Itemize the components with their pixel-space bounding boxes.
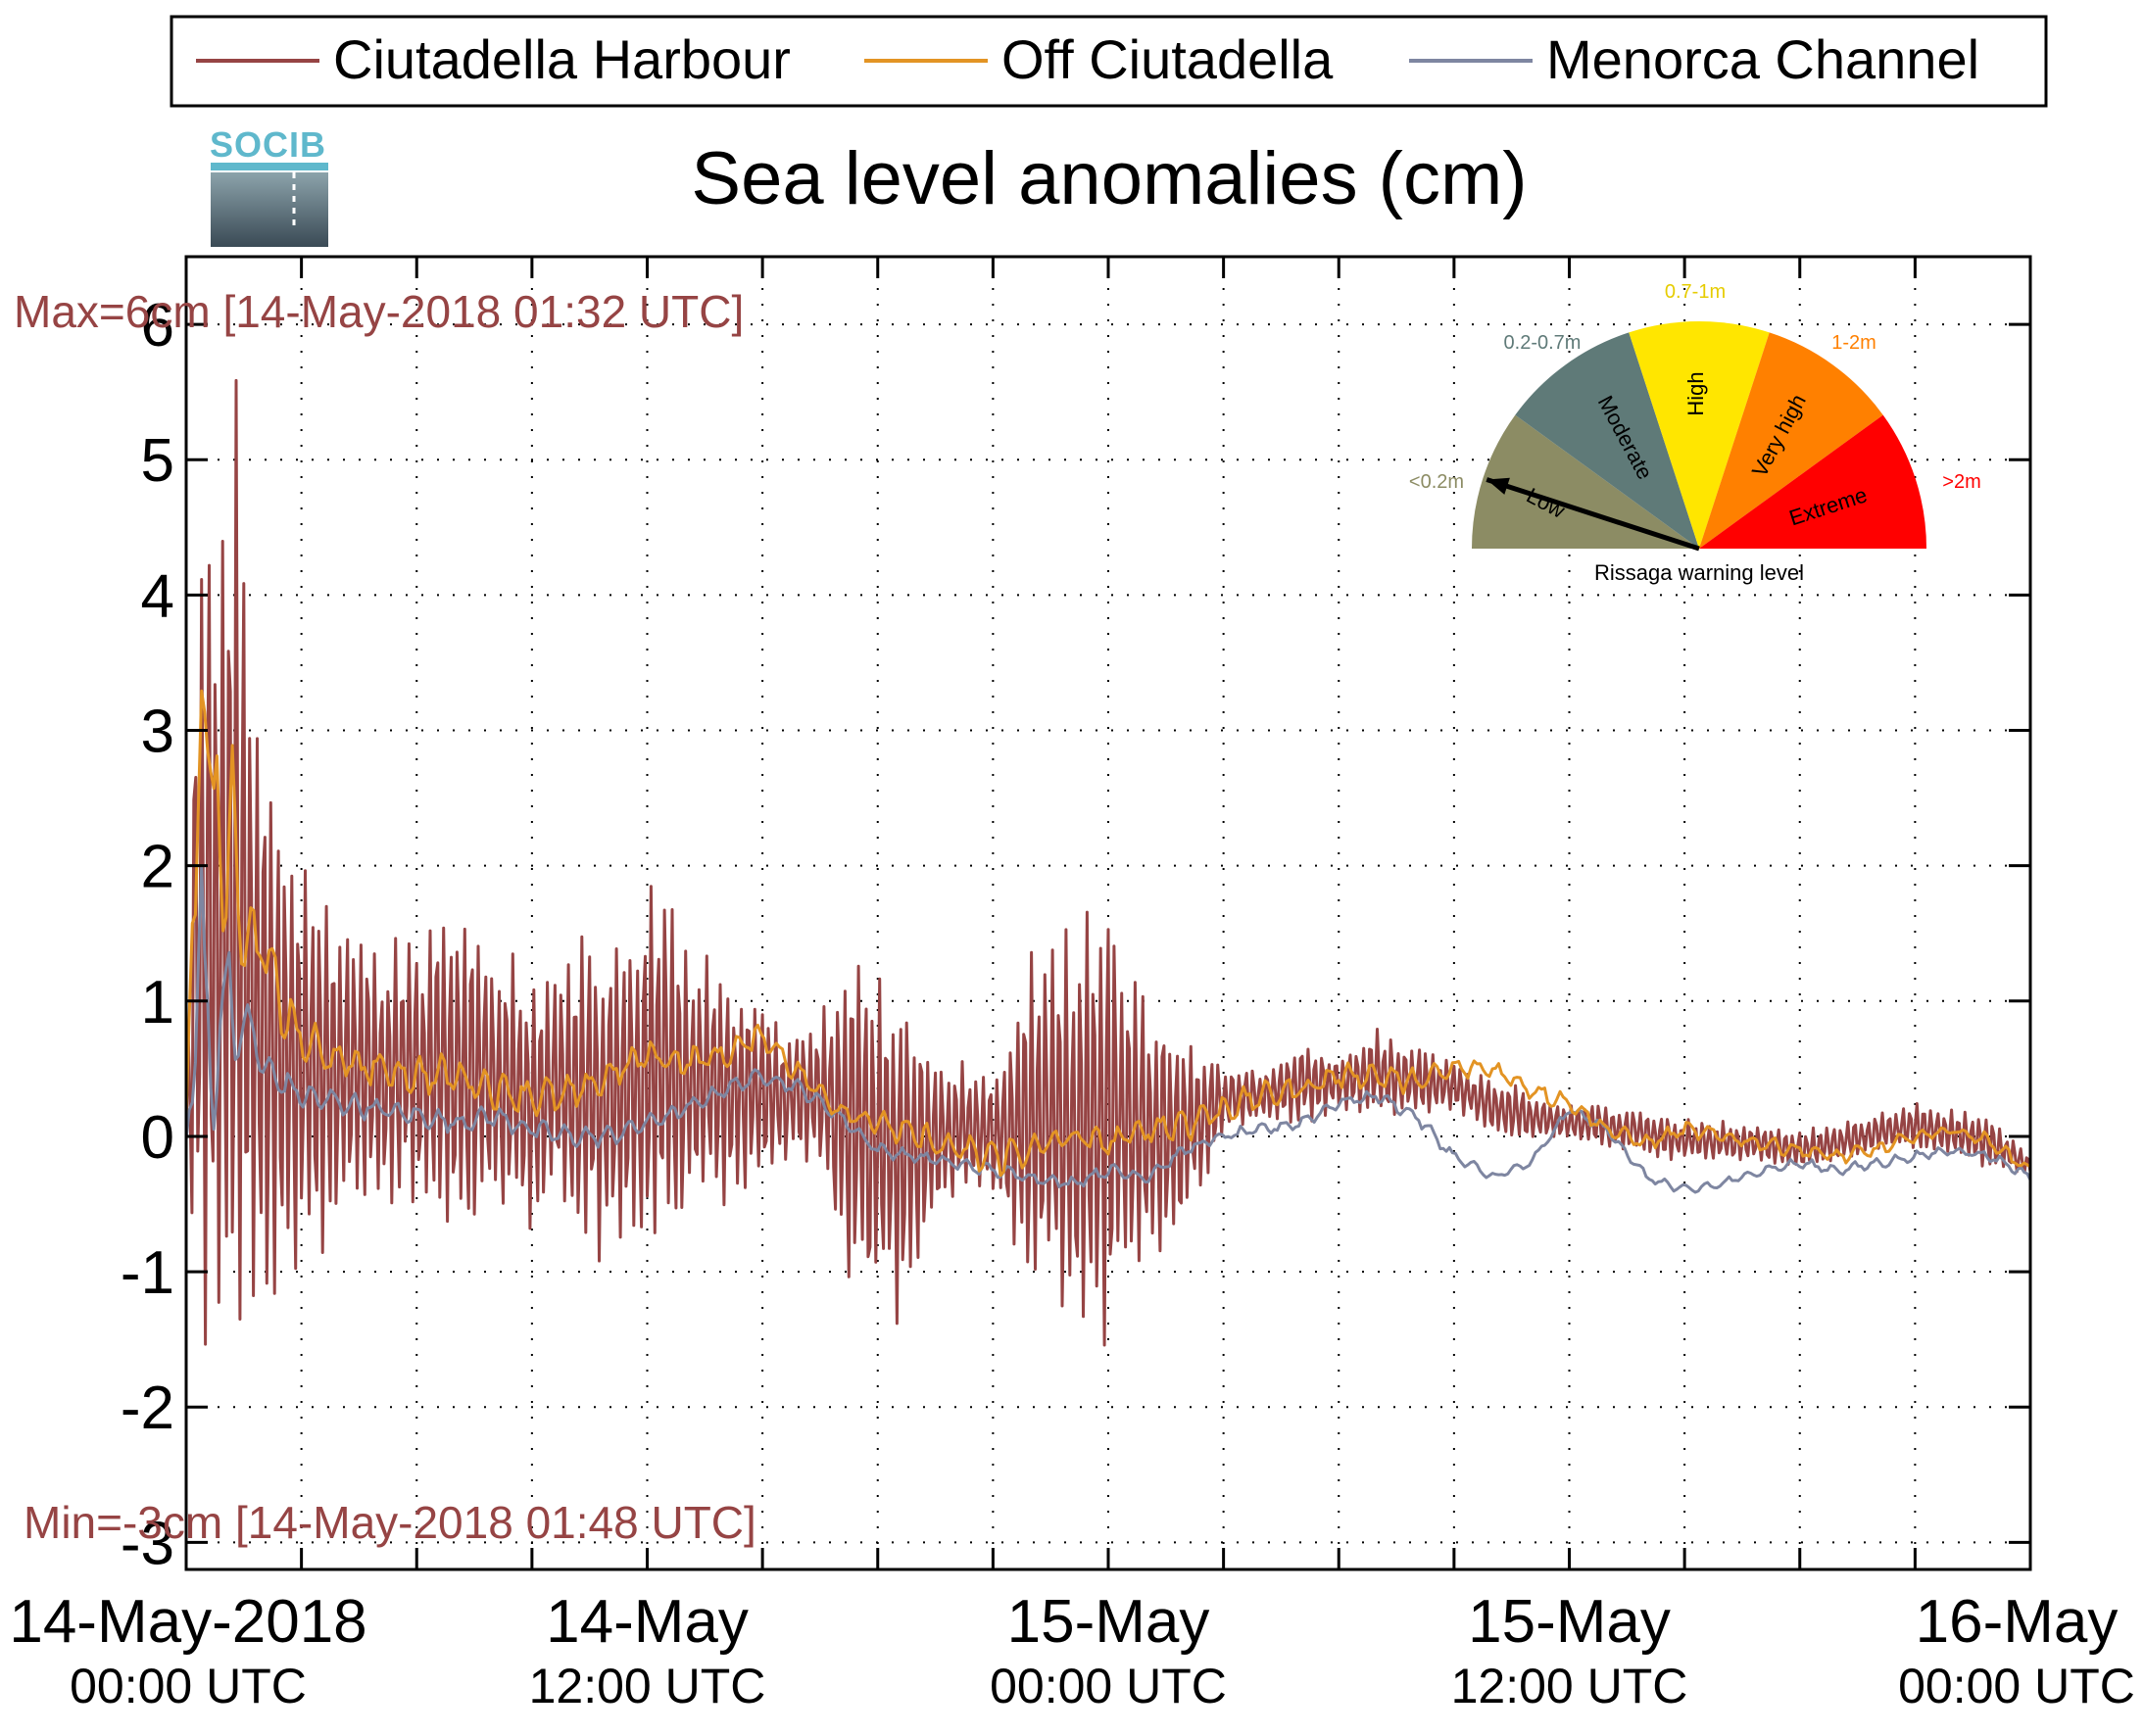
gauge-segment-0 (1471, 414, 1699, 549)
x-tick-date-1: 14-May (546, 1588, 749, 1656)
gauge-range-label-4: >2m (1942, 471, 1980, 493)
series-line-2 (186, 865, 2030, 1194)
y-tick-label-3: 0 (141, 1104, 174, 1172)
min-annotation: Min=-3cm [14-May-2018 01:48 UTC] (24, 1497, 756, 1548)
chart-title: Sea level anomalies (cm) (691, 137, 1527, 220)
gauge-segment-3 (1699, 332, 1883, 549)
y-tick-label-5: 2 (141, 834, 174, 901)
y-tick-label-6: 3 (141, 699, 174, 766)
gauge-title: Rissaga warning level (1594, 560, 1804, 585)
gauge-needle-head (1486, 477, 1510, 495)
x-tick-date-3: 15-May (1468, 1588, 1671, 1656)
gauge-segment-4 (1699, 414, 1926, 549)
gauge-range-label-3: 1-2m (1831, 332, 1876, 354)
x-tick-time-1: 12:00 UTC (529, 1659, 766, 1713)
y-tick-label-7: 4 (141, 562, 174, 630)
socib-logo-strip (211, 163, 328, 170)
legend-label-0: Ciutadella Harbour (333, 28, 791, 90)
legend-frame (170, 15, 2048, 108)
socib-logo-wave (211, 172, 328, 247)
legend-items: Ciutadella Harbour Off Ciutadella Menorca … (196, 28, 1979, 90)
series-line-1 (186, 689, 2030, 1178)
y-tick-label-8: 5 (141, 427, 174, 495)
socib-logo-text: SOCIB (210, 124, 326, 165)
series-lines (186, 378, 2030, 1347)
gauge-range-label-2: 0.7-1m (1665, 281, 1726, 303)
gauge-segment-label-2: High (1683, 371, 1708, 415)
x-tick-date-4: 16-May (1916, 1588, 2119, 1656)
y-tick-labels: -3 -2 -1 0 1 2 3 4 5 6 (121, 292, 174, 1577)
x-tick-time-0: 00:00 UTC (70, 1659, 307, 1713)
y-tick-label-0: -3 (121, 1510, 174, 1577)
y-tick-label-4: 1 (141, 969, 174, 1037)
series-line-0 (186, 378, 2030, 1347)
y-tick-label-9: 6 (141, 292, 174, 360)
y-tick-label-2: -1 (121, 1239, 174, 1307)
gauge-segment-1 (1515, 332, 1699, 549)
gauge-range-label-0: <0.2m (1409, 471, 1464, 493)
x-tick-time-4: 00:00 UTC (1898, 1659, 2135, 1713)
x-tick-time-3: 12:00 UTC (1451, 1659, 1688, 1713)
x-tick-date-0: 14-May-2018 (9, 1588, 366, 1656)
x-tick-time-2: 00:00 UTC (990, 1659, 1227, 1713)
legend-label-2: Menorca Channel (1546, 28, 1979, 90)
legend: Ciutadella Harbour Off Ciutadella Menorca … (170, 15, 2048, 108)
y-tick-label-1: -2 (121, 1374, 174, 1442)
socib-logo: SOCIB (210, 124, 328, 247)
max-annotation: Max=6cm [14-May-2018 01:32 UTC] (14, 286, 744, 337)
x-tick-date-2: 15-May (1007, 1588, 1210, 1656)
gauge-segment-2 (1629, 321, 1770, 549)
plot-frame (184, 255, 2032, 1571)
gauge-range-label-1: 0.2-0.7m (1504, 332, 1582, 354)
legend-label-1: Off Ciutadella (1001, 28, 1334, 90)
gauge-needle (1486, 477, 1700, 552)
